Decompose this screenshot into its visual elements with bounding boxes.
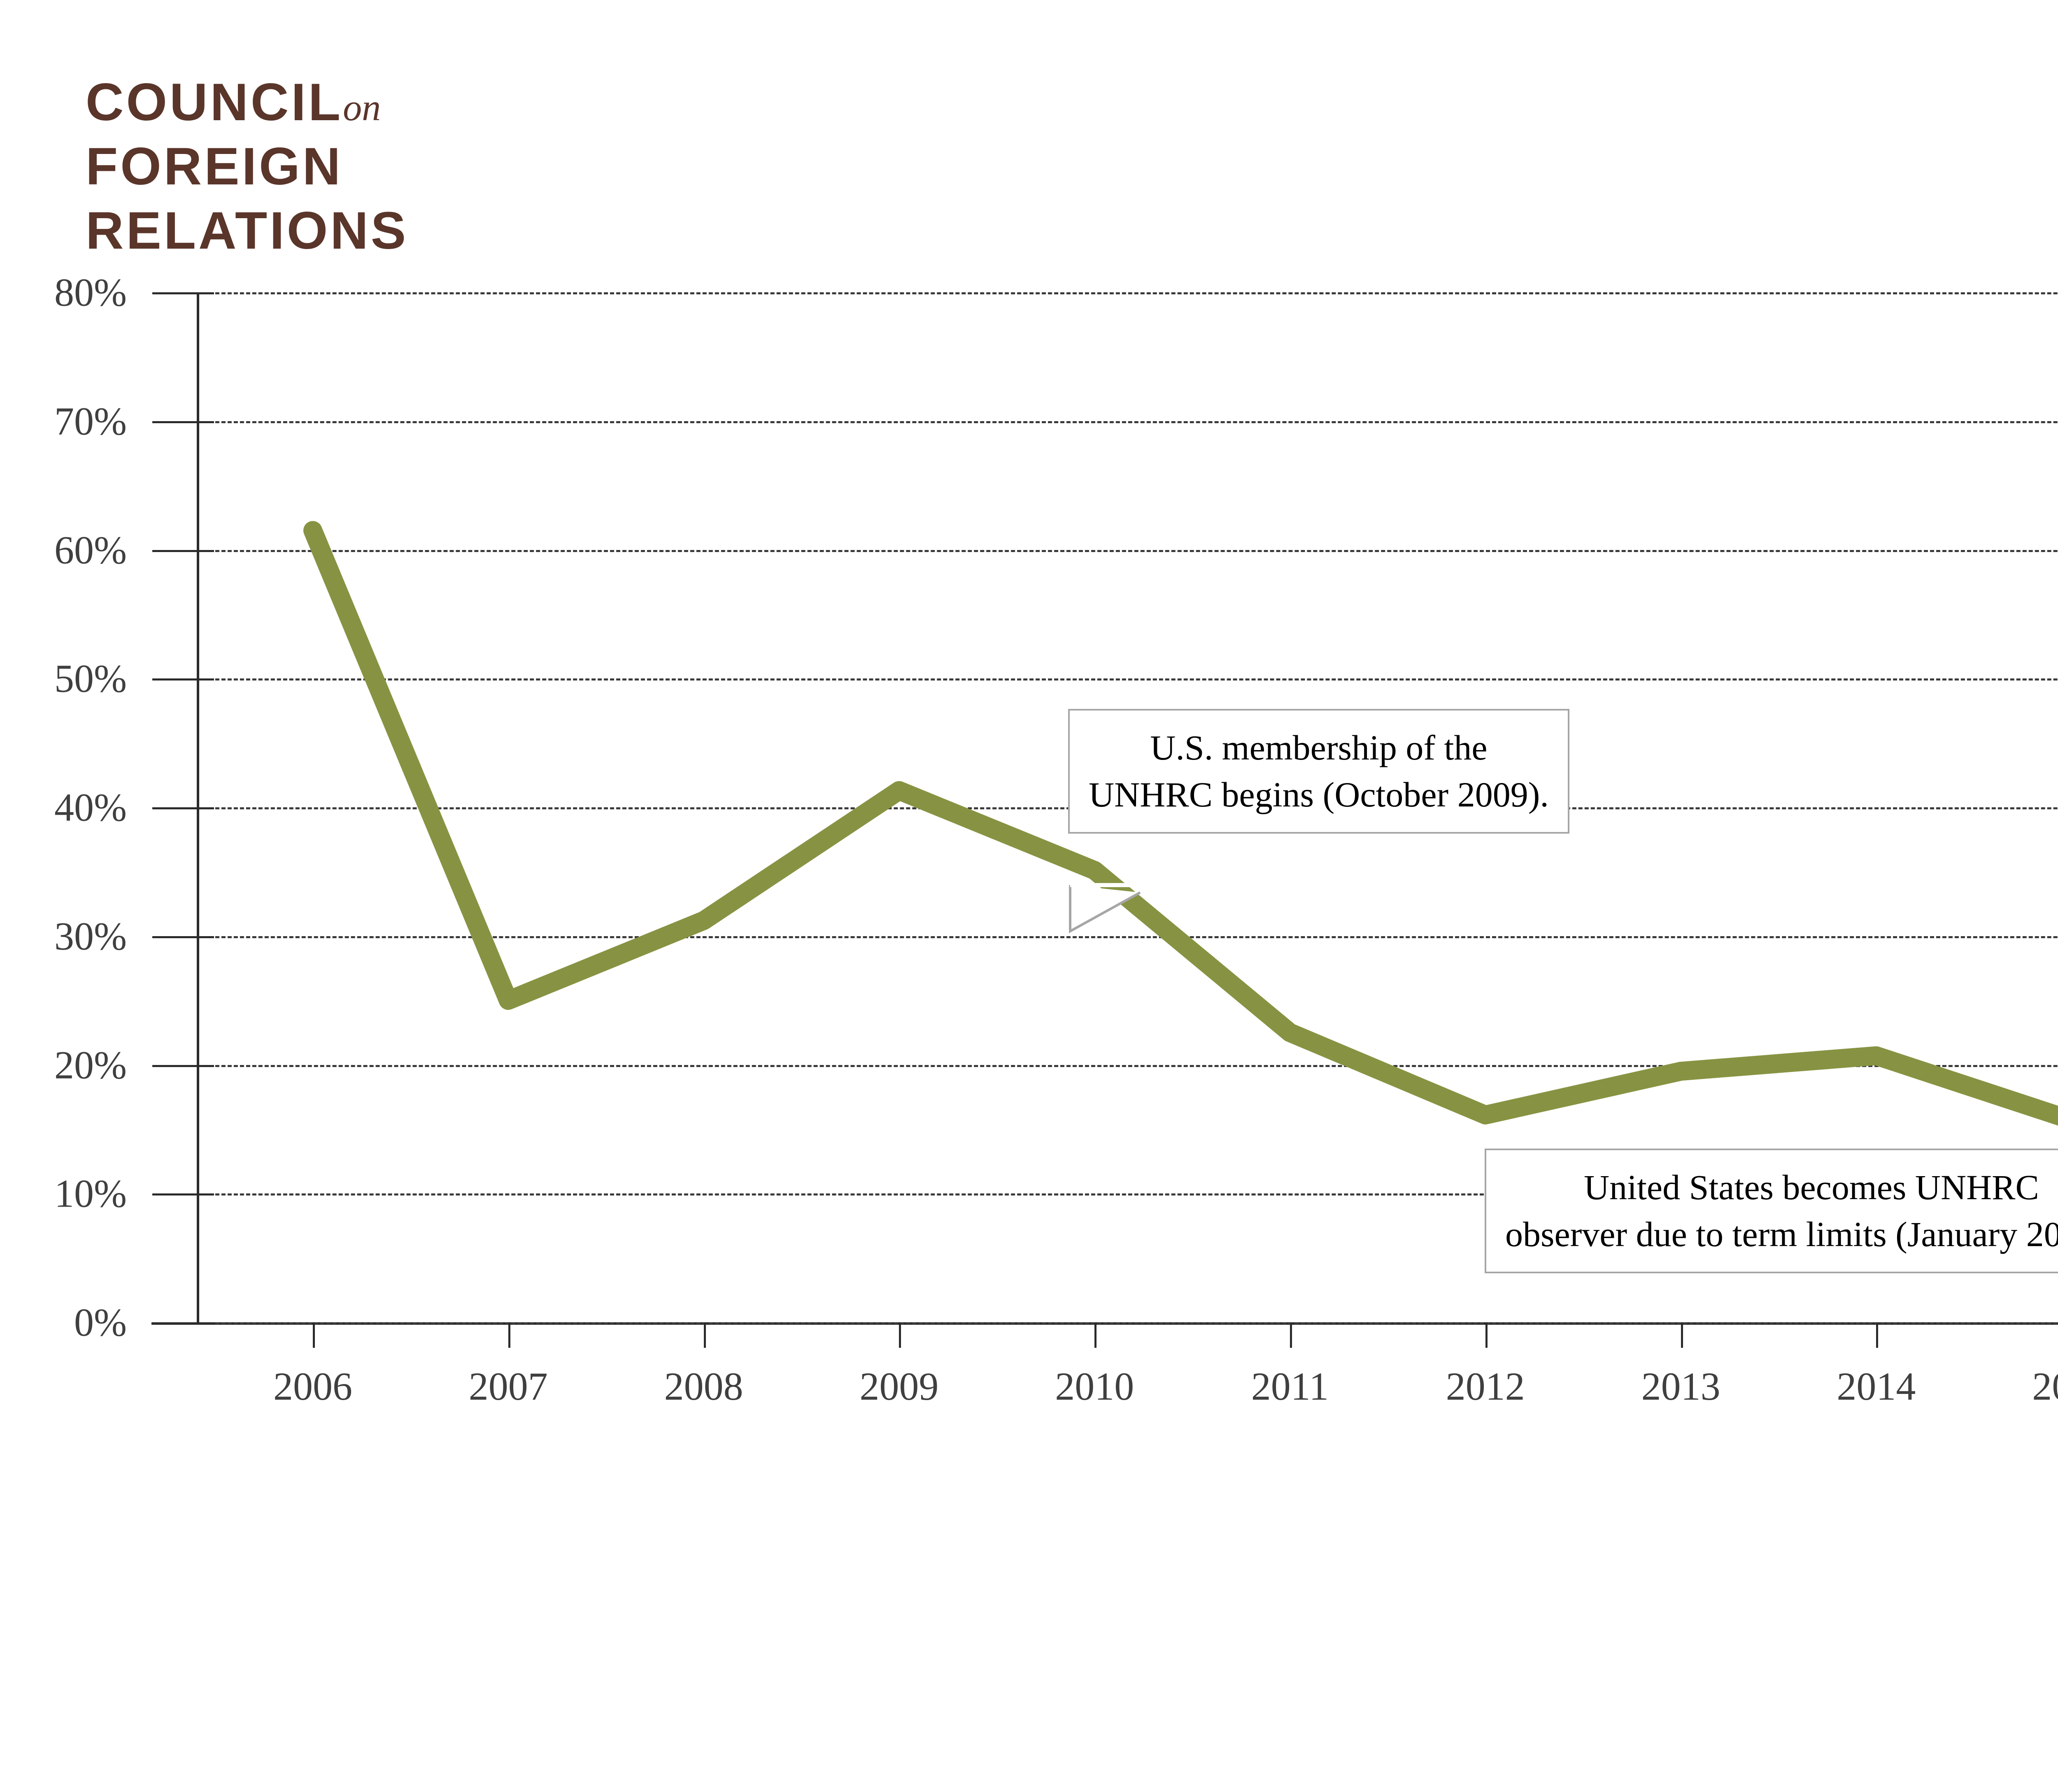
x-axis-label-2008: 2008 [664,1364,743,1408]
annotation-callout-observer-status: United States becomes UNHRC observer due… [1485,1149,2058,1274]
logo-line-council: COUNCILon [86,76,408,129]
x-axis-label-2010: 2010 [1055,1364,1134,1408]
gridline-stub-0 [152,1322,214,1324]
x-axis-tick-2009 [899,1322,901,1348]
gridline-10 [197,1193,2058,1196]
x-axis-tick-2012 [1485,1322,1488,1348]
gridline-stub-50 [152,678,214,681]
x-axis-label-2011: 2011 [1251,1364,1329,1408]
gridline-stub-80 [152,292,214,294]
x-axis-label-2006: 2006 [273,1364,352,1408]
x-axis-label-2013: 2013 [1641,1364,1720,1408]
y-axis-label-80: 80% [54,270,127,315]
gridline-70 [197,421,2058,423]
x-axis-tick-2008 [703,1322,706,1348]
gridline-60 [197,550,2058,552]
annotation-line-1: United States becomes UNHRC [1584,1167,2039,1207]
gridline-50 [197,678,2058,681]
annotation-line-2: UNHRC begins (October 2009). [1089,774,1549,814]
y-axis-label-10: 10% [54,1171,127,1216]
x-axis-label-2009: 2009 [859,1364,939,1408]
annotation-tail-2009 [1069,883,1141,934]
gridline-80 [197,292,2058,294]
x-axis-label-2007: 2007 [468,1364,548,1408]
logo-council-text: COUNCIL [86,73,343,132]
annotation-line-1: U.S. membership of the [1150,728,1488,767]
y-axis-label-60: 60% [54,528,127,572]
gridline-20 [197,1065,2058,1067]
y-axis-label-40: 40% [54,785,127,830]
gridline-stub-40 [152,807,214,809]
gridline-stub-30 [152,936,214,938]
x-axis-tick-2010 [1094,1322,1097,1348]
gridline-stub-60 [152,550,214,552]
annotation-line-2: observer due to term limits (January 201… [1505,1214,2058,1254]
x-axis-label-2014: 2014 [1837,1364,1916,1408]
x-axis-label-2012: 2012 [1446,1364,1525,1408]
y-axis-label-0: 0% [74,1300,127,1345]
y-axis-label-30: 30% [54,914,127,958]
x-axis-tick-2013 [1681,1322,1683,1348]
gridline-stub-70 [152,421,214,423]
logo-line-foreign: FOREIGN [86,137,343,196]
x-axis-tick-2007 [508,1322,510,1348]
cfr-logo: COUNCILon FOREIGN RELATIONS [86,76,408,257]
y-axis-label-20: 20% [54,1043,127,1087]
gridline-stub-10 [152,1193,214,1196]
annotation-callout-unhrc-membership: U.S. membership of the UNHRC begins (Oct… [1068,709,1569,834]
y-axis-label-70: 70% [54,399,127,443]
logo-on-text: on [343,86,381,128]
x-axis-tick-2011 [1290,1322,1292,1348]
x-axis-label-2015: 2015 [2032,1364,2058,1408]
gridline-stub-20 [152,1065,214,1067]
gridline-0 [197,1322,2058,1324]
logo-line-relations: RELATIONS [86,201,409,260]
x-axis-tick-2014 [1876,1322,1879,1348]
y-axis-label-50: 50% [54,656,127,701]
x-axis-tick-2006 [313,1322,315,1348]
